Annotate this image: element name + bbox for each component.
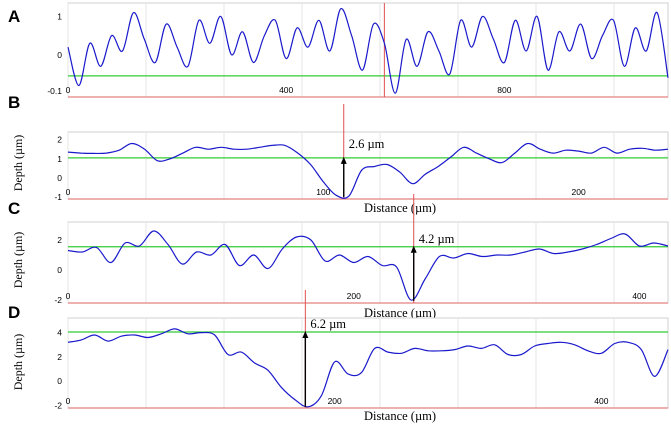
x-tick-label: 400 [632, 291, 646, 301]
depth-arrowhead [340, 156, 347, 164]
x-axis-title: Distance (µm) [364, 306, 436, 320]
x-tick-label: 0 [66, 85, 71, 95]
y-tick-label: -0.1 [47, 86, 62, 96]
x-tick-label: 400 [594, 396, 608, 406]
y-tick-label: -2 [54, 401, 62, 411]
x-tick-label: 200 [347, 291, 361, 301]
depth-arrowhead [302, 330, 309, 338]
y-tick-label: 1 [57, 154, 62, 164]
x-tick-label: 0 [66, 291, 71, 301]
depth-annotation: 2.6 µm [349, 137, 385, 151]
y-tick-label: 0 [57, 376, 62, 386]
x-tick-label: 200 [572, 187, 586, 197]
y-tick-label: -2 [54, 295, 62, 305]
y-tick-label: 1 [57, 11, 62, 21]
y-tick-label: 2 [57, 235, 62, 245]
x-tick-label: 0 [66, 187, 71, 197]
panel-letter: C [8, 199, 20, 218]
panel-letter: B [8, 93, 20, 112]
y-axis-title: Depth (µm) [11, 334, 25, 391]
panel-c: C 2 0 -2 0 200 400 4.2 µm Depth (µm) Distance (µm… [8, 194, 669, 320]
y-tick-label: 4 [57, 328, 62, 338]
x-axis-title: Distance (µm) [364, 409, 436, 423]
panel-letter: A [8, 7, 20, 26]
y-axis-title: Depth (µm) [11, 232, 25, 289]
panel-a: A 1 0 -0.1 0 400 800 [8, 2, 669, 98]
series-line [67, 328, 669, 408]
series-line [67, 142, 669, 199]
y-tick-label: 2 [57, 135, 62, 145]
y-tick-label: -1 [54, 192, 62, 202]
y-tick-label: 0 [57, 173, 62, 183]
y-tick-label: 2 [57, 352, 62, 362]
depth-annotation: 4.2 µm [419, 232, 455, 246]
x-tick-label: 0 [66, 396, 71, 406]
y-tick-label: 0 [57, 265, 62, 275]
series-line [67, 8, 669, 94]
x-tick-label: 400 [279, 85, 293, 95]
panel-b: B 2 1 0 -1 0 100 200 2.6 µm Depth (µm) Distance (µ… [8, 93, 669, 215]
plot-frame [67, 317, 669, 409]
x-axis-title: Distance (µm) [364, 201, 436, 215]
y-tick-label: 0 [57, 50, 62, 60]
plot-frame [67, 221, 669, 304]
series-line [67, 230, 669, 301]
y-axis-title: Depth (µm) [11, 135, 25, 192]
x-tick-label: 800 [497, 85, 511, 95]
panel-letter: D [8, 303, 20, 322]
depth-annotation: 6.2 µm [310, 317, 346, 331]
plot-frame [67, 131, 669, 200]
x-tick-label: 200 [328, 396, 342, 406]
panel-d: D 4 2 0 -2 0 200 400 6.2 µm Depth (µm) Distance (µ… [8, 290, 669, 423]
x-tick-label: 100 [316, 187, 330, 197]
depth-arrowhead [410, 245, 417, 253]
